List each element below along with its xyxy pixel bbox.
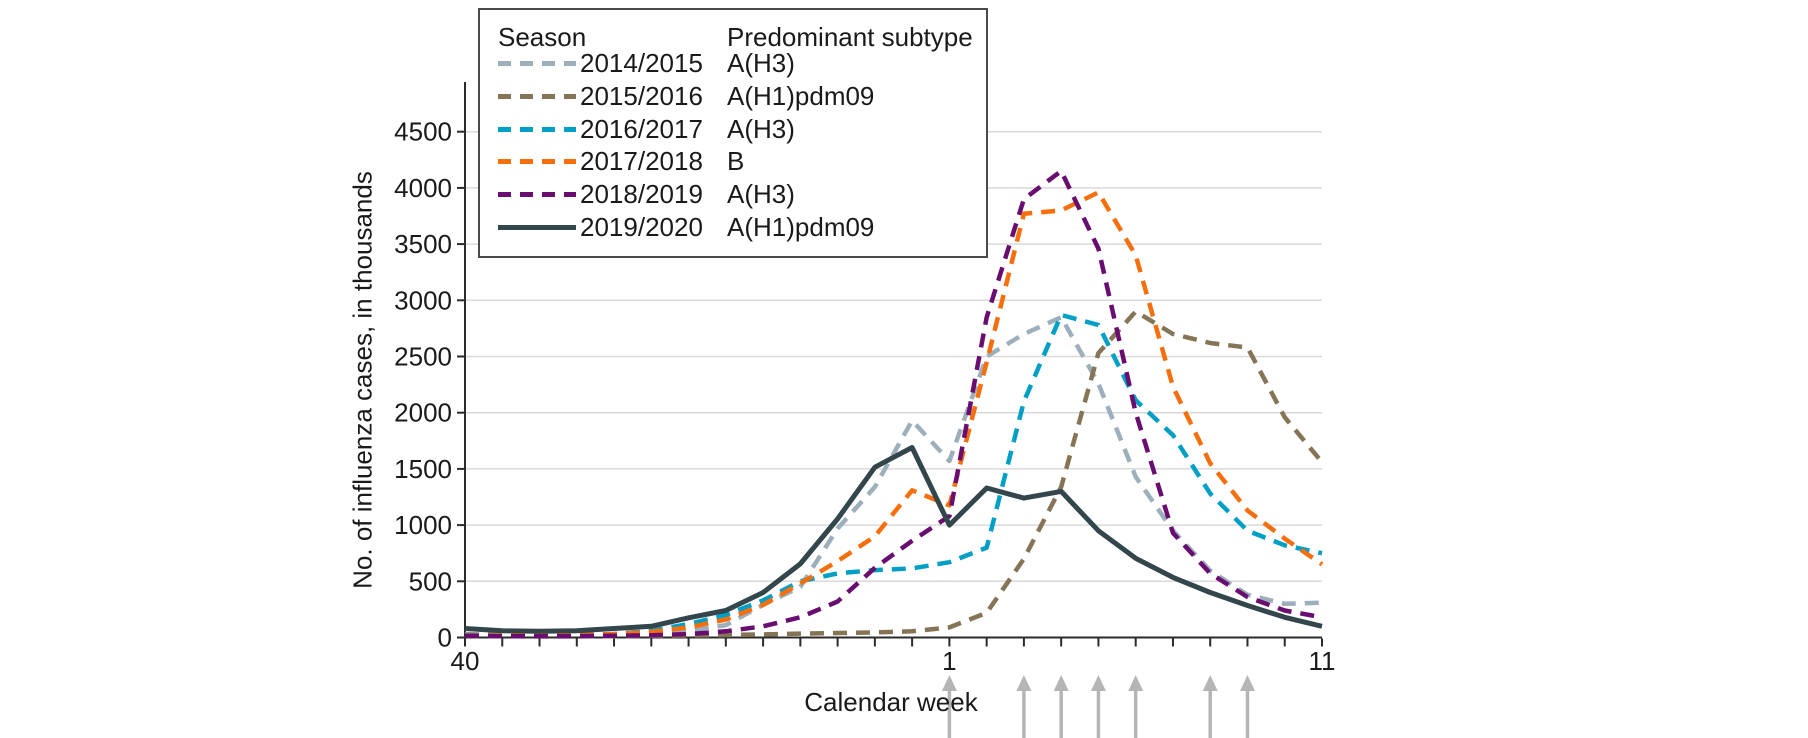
legend-row: 2015/2016 A(H1)pdm09 xyxy=(480,80,986,113)
legend-row: 2019/2020 A(H1)pdm09 xyxy=(480,211,986,244)
week-arrow-head xyxy=(1202,675,1218,691)
legend-season-label: 2016/2017 xyxy=(580,113,703,144)
y-tick-label: 4500 xyxy=(394,117,452,147)
legend-subtype-label: A(H3) xyxy=(727,113,795,144)
legend-season-label: 2019/2020 xyxy=(580,212,703,242)
legend-season-header: Season xyxy=(498,22,587,52)
legend-subtype-label: A(H1)pdm09 xyxy=(727,212,875,242)
y-tick-label: 2000 xyxy=(394,398,452,428)
legend-line-sample-solid xyxy=(498,225,576,230)
y-tick-label: 2500 xyxy=(394,342,452,372)
week-arrow-head xyxy=(1016,675,1032,691)
legend-season-label: 2014/2015 xyxy=(580,48,703,78)
legend-row: 2018/2019 A(H3) xyxy=(480,178,986,211)
legend-season-label: 2015/2016 xyxy=(580,80,703,111)
legend-season-label: 2017/2018 xyxy=(580,146,703,177)
legend-line-sample-dashed xyxy=(498,126,576,132)
x-tick-label: 40 xyxy=(451,646,480,676)
week-arrow-head xyxy=(1239,675,1255,691)
legend: Season Predominant subtype 2014/2015 A(H3… xyxy=(478,8,988,258)
y-tick-label: 3000 xyxy=(394,285,452,315)
legend-row: 2014/2015 A(H3) xyxy=(480,47,986,80)
legend-line-sample-dashed xyxy=(498,93,576,99)
legend-subtype-header: Predominant subtype xyxy=(727,22,973,52)
y-tick-label: 500 xyxy=(409,566,452,596)
y-tick-label: 1000 xyxy=(394,510,452,540)
legend-line-sample-dashed xyxy=(498,61,576,66)
week-arrow-head xyxy=(1053,675,1069,691)
y-tick-label: 0 xyxy=(438,623,452,653)
series-line-2019-2020 xyxy=(464,445,1323,634)
week-arrow-head xyxy=(1090,675,1106,691)
series-line-2018-2019 xyxy=(464,168,1323,639)
legend-line-sample-dashed xyxy=(498,159,576,165)
week-arrow-head xyxy=(1128,675,1144,691)
legend-subtype-label: A(H3) xyxy=(727,48,795,78)
week-arrow-head xyxy=(941,675,957,691)
x-axis-title: Calendar week xyxy=(804,687,978,717)
legend-line-sample-dashed xyxy=(498,192,576,198)
y-axis-title: No. of influenza cases, in thousands xyxy=(347,171,378,589)
y-tick-label: 3500 xyxy=(394,229,452,259)
legend-subtype-label: A(H3) xyxy=(727,179,795,210)
legend-row: 2016/2017 A(H3) xyxy=(480,113,986,146)
legend-season-label: 2018/2019 xyxy=(580,179,703,210)
y-tick-label: 1500 xyxy=(394,454,452,484)
legend-subtype-label: B xyxy=(727,146,745,177)
legend-row: 2017/2018 B xyxy=(480,145,986,178)
x-tick-label: 1 xyxy=(942,646,956,676)
y-tick-label: 4000 xyxy=(394,173,452,203)
x-tick-label: 11 xyxy=(1309,646,1336,676)
legend-subtype-label: A(H1)pdm09 xyxy=(727,80,875,111)
